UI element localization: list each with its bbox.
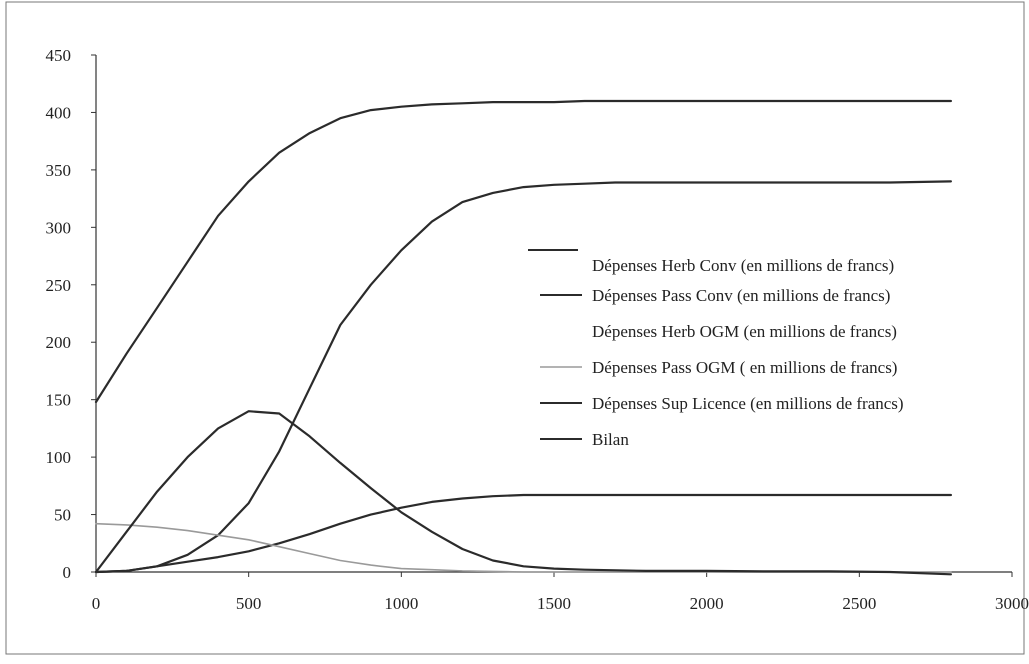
legend-label-2: Dépenses Herb OGM (en millions de francs… <box>592 322 897 341</box>
y-tick-label: 250 <box>46 276 72 295</box>
y-tick-label: 0 <box>63 563 72 582</box>
x-tick-label: 3000 <box>995 594 1029 613</box>
legend-label-0: Dépenses Herb Conv (en millions de franc… <box>592 256 894 275</box>
y-tick-label: 400 <box>46 103 72 122</box>
y-tick-label: 350 <box>46 161 72 180</box>
x-tick-label: 2500 <box>842 594 876 613</box>
legend-label-1: Dépenses Pass Conv (en millions de franc… <box>592 286 890 305</box>
x-tick-label: 1500 <box>537 594 571 613</box>
y-tick-label: 150 <box>46 391 72 410</box>
y-tick-label: 450 <box>46 46 72 65</box>
x-tick-label: 2000 <box>690 594 724 613</box>
legend-label-4: Dépenses Sup Licence (en millions de fra… <box>592 394 904 413</box>
legend-label-5: Bilan <box>592 430 629 449</box>
y-tick-label: 300 <box>46 218 72 237</box>
y-tick-label: 50 <box>54 506 71 525</box>
x-tick-label: 0 <box>92 594 101 613</box>
legend-label-3: Dépenses Pass OGM ( en millions de franc… <box>592 358 897 377</box>
y-tick-label: 200 <box>46 333 72 352</box>
x-tick-label: 500 <box>236 594 262 613</box>
x-tick-label: 1000 <box>384 594 418 613</box>
y-tick-label: 100 <box>46 448 72 467</box>
